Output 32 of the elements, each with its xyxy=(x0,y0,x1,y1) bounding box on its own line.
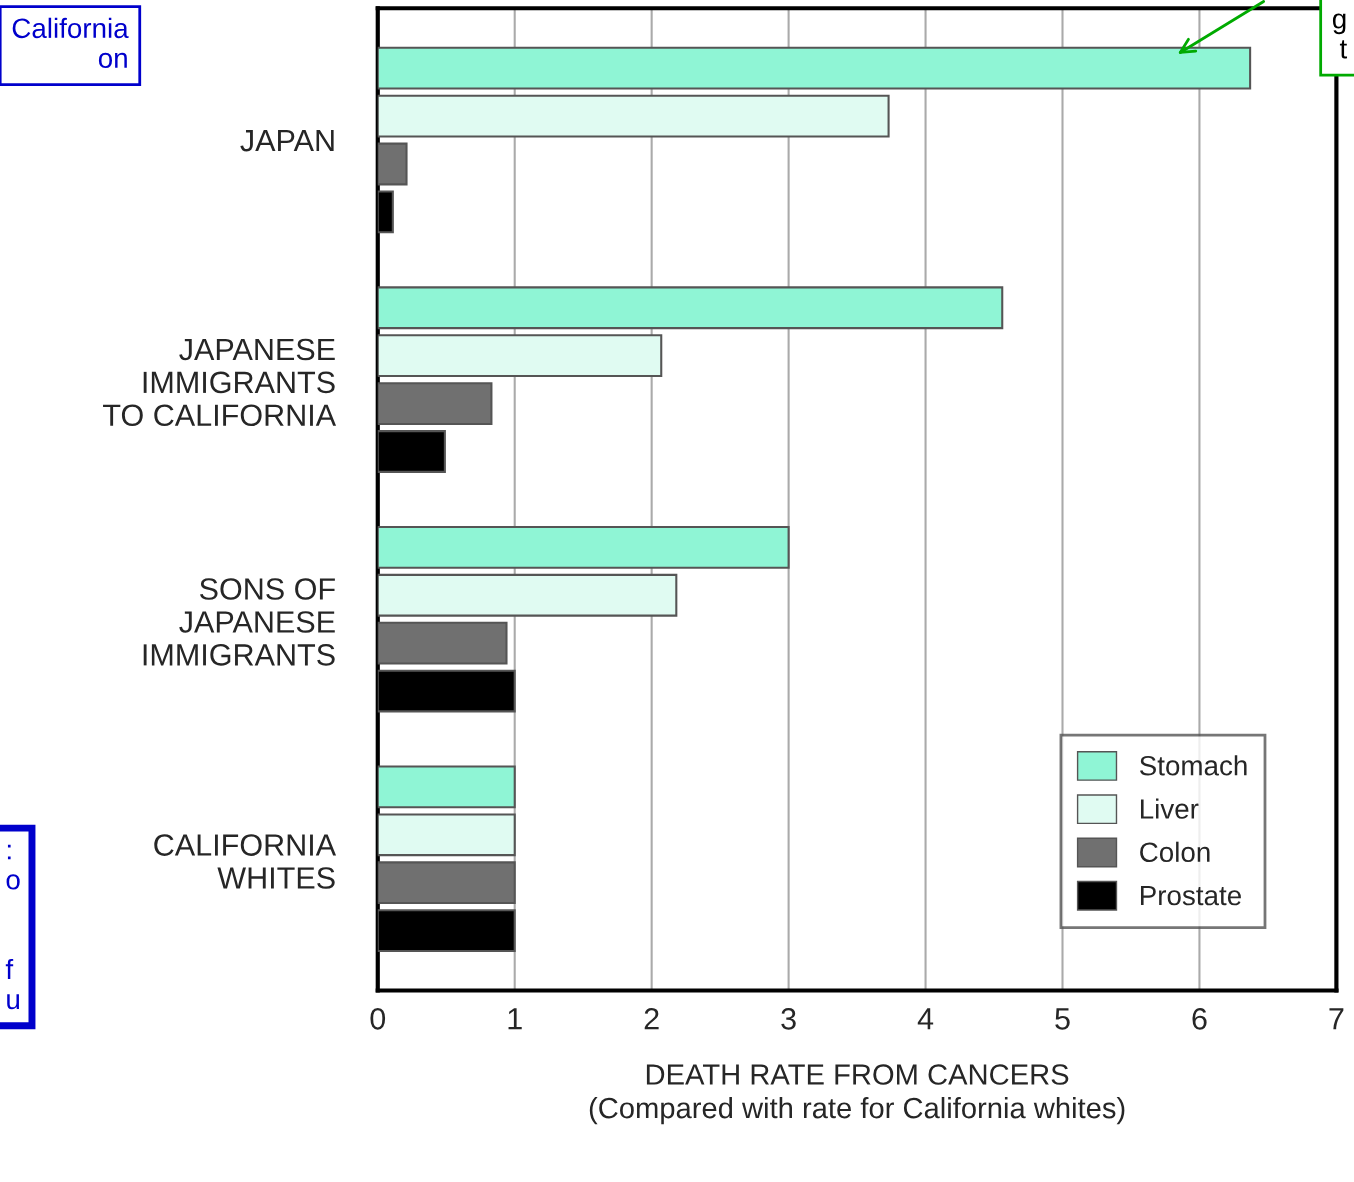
bar xyxy=(377,382,493,425)
x-tick-label: 1 xyxy=(508,1008,522,1030)
x-tick-label: 5 xyxy=(1055,1008,1070,1030)
legend-label: Stomach xyxy=(1139,755,1247,776)
bar xyxy=(377,334,663,378)
text: : o f u xyxy=(5,844,20,1010)
bar xyxy=(377,525,790,569)
bar xyxy=(377,813,516,857)
bar xyxy=(377,621,508,665)
legend-label: Prostate xyxy=(1140,885,1241,906)
x-tick-label: 3 xyxy=(781,1007,796,1030)
bar xyxy=(377,861,516,905)
x-tick-label: 0 xyxy=(370,1007,386,1030)
x-tick-label: 6 xyxy=(1192,1007,1207,1030)
bar xyxy=(377,142,408,186)
y-tick-label: CALIFORNIA WHITES xyxy=(154,834,337,889)
x-tick-label: 2 xyxy=(644,1007,659,1030)
x-tick-label: 4 xyxy=(917,1008,934,1030)
bar xyxy=(377,46,1252,90)
annotation: g t xyxy=(1332,13,1348,59)
bar xyxy=(377,573,678,617)
bar xyxy=(377,765,516,809)
legend-label: Liver xyxy=(1140,798,1199,819)
y-tick-label: SONS OF JAPANESE IMMIGRANTS xyxy=(143,578,335,666)
x-tick-label: 7 xyxy=(1329,1008,1344,1030)
legend-label: Colon xyxy=(1140,841,1210,863)
text: California on xyxy=(12,17,129,69)
y-tick-label: JAPAN xyxy=(240,130,334,152)
y-tick-label: JAPANESE IMMIGRANTS TO CALIFORNIA xyxy=(103,338,337,427)
x-axis-title: DEATH RATE FROM CANCERS (Compared with rate for California whites) xyxy=(589,1064,1125,1125)
bar xyxy=(377,94,890,138)
bar xyxy=(377,286,1004,330)
